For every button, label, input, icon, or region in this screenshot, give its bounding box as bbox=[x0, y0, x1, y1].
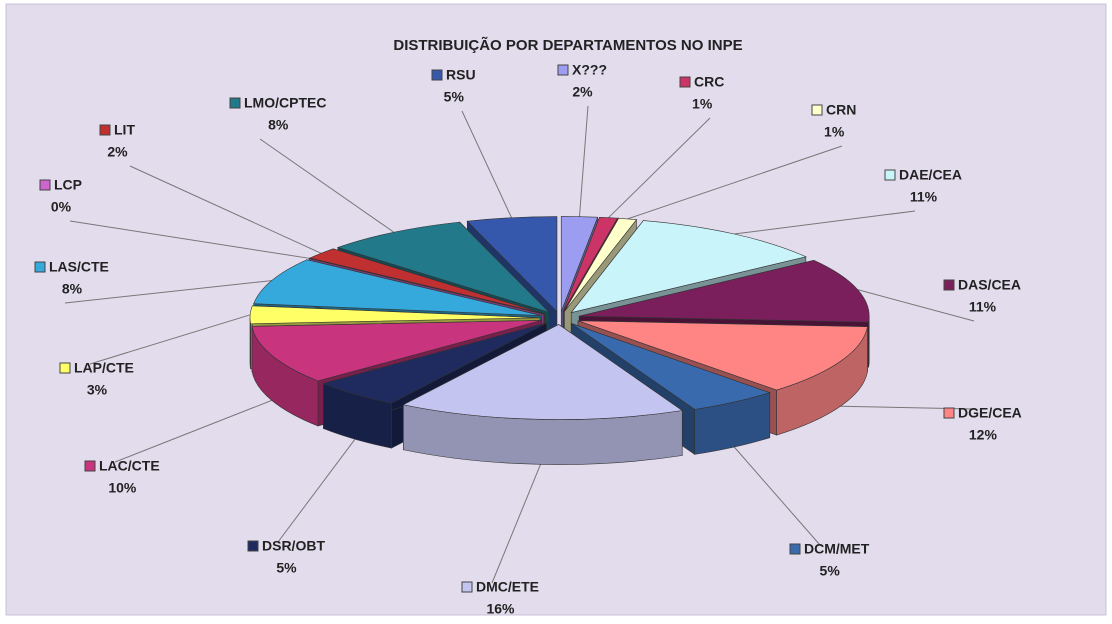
legend-swatch bbox=[679, 76, 691, 88]
slice-label: X??? bbox=[572, 62, 607, 78]
slice-label: LAS/CTE bbox=[49, 259, 109, 275]
value-label: 2% bbox=[107, 144, 128, 160]
slice-label: DCM/MET bbox=[804, 541, 870, 557]
slice-top bbox=[564, 217, 638, 312]
value-label: 1% bbox=[692, 96, 713, 112]
legend-swatch bbox=[84, 460, 96, 472]
leader-line bbox=[491, 464, 541, 584]
legend-swatch bbox=[943, 407, 955, 419]
value-label: 5% bbox=[276, 560, 297, 576]
legend-swatch bbox=[59, 362, 71, 374]
slice-label: LAC/CTE bbox=[99, 458, 160, 474]
value-label: 0% bbox=[51, 199, 72, 215]
value-label: 5% bbox=[444, 89, 465, 105]
slice-top bbox=[249, 305, 541, 325]
slice-top bbox=[336, 221, 550, 313]
slice-label: DAS/CEA bbox=[958, 277, 1021, 293]
slice-top bbox=[253, 259, 542, 316]
value-label: 11% bbox=[910, 189, 938, 205]
leader-line bbox=[461, 110, 512, 218]
legend-swatch bbox=[789, 543, 801, 555]
slice-top bbox=[322, 322, 547, 404]
leader-line bbox=[578, 105, 589, 217]
leader-line bbox=[114, 399, 272, 463]
slice-top bbox=[402, 324, 684, 420]
legend-swatch bbox=[943, 279, 955, 291]
legend-swatch bbox=[884, 169, 896, 181]
legend-swatch bbox=[247, 540, 259, 552]
legend-swatch bbox=[99, 124, 111, 136]
value-label: 5% bbox=[820, 563, 841, 579]
slice-label: LMO/CPTEC bbox=[244, 95, 326, 111]
value-label: 8% bbox=[268, 117, 289, 133]
leader-line bbox=[734, 210, 916, 235]
leader-line bbox=[89, 314, 251, 365]
slice-top bbox=[309, 258, 544, 315]
leader-line bbox=[69, 220, 310, 259]
slice-top bbox=[571, 323, 771, 410]
value-label: 12% bbox=[969, 427, 998, 443]
slice-label: DMC/ETE bbox=[476, 579, 539, 595]
leader-line bbox=[627, 145, 843, 220]
slice-top bbox=[466, 216, 558, 313]
slice-label: LIT bbox=[114, 122, 135, 138]
slice-label: LAP/CTE bbox=[74, 360, 134, 376]
legend-swatch bbox=[229, 97, 241, 109]
leader-line bbox=[259, 138, 395, 233]
value-label: 1% bbox=[824, 124, 845, 140]
leader-line bbox=[608, 117, 711, 219]
slice-label: DSR/OBT bbox=[262, 538, 325, 554]
legend-swatch bbox=[34, 261, 46, 273]
value-label: 11% bbox=[969, 299, 997, 315]
legend-swatch bbox=[461, 581, 473, 593]
slice-side bbox=[249, 317, 251, 369]
slice-top bbox=[577, 320, 868, 391]
slice-side bbox=[868, 316, 870, 368]
legend-swatch bbox=[39, 179, 51, 191]
leader-line bbox=[64, 280, 272, 304]
leader-line bbox=[277, 438, 356, 543]
slice-top bbox=[251, 320, 542, 382]
legend-swatch bbox=[431, 69, 443, 81]
value-label: 3% bbox=[87, 382, 108, 398]
slice-label: DGE/CEA bbox=[958, 405, 1022, 421]
slice-top bbox=[562, 216, 618, 312]
value-label: 2% bbox=[572, 84, 593, 100]
value-label: 16% bbox=[486, 601, 515, 617]
legend-swatch bbox=[557, 64, 569, 76]
slice-label: RSU bbox=[446, 67, 476, 83]
slice-label: DAE/CEA bbox=[899, 167, 962, 183]
leader-line bbox=[733, 446, 821, 546]
leader-line bbox=[857, 289, 975, 322]
slice-label: CRC bbox=[694, 74, 724, 90]
slice-top bbox=[309, 248, 545, 315]
value-label: 10% bbox=[108, 480, 137, 496]
value-label: 8% bbox=[62, 281, 83, 297]
slice-top bbox=[570, 220, 807, 314]
slice-label: LCP bbox=[54, 177, 82, 193]
chart-title: DISTRIBUIÇÃO POR DEPARTAMENTOS NO INPE bbox=[393, 36, 742, 54]
slice-label: CRN bbox=[826, 102, 856, 118]
leader-line bbox=[129, 165, 322, 254]
slice-top bbox=[560, 216, 599, 312]
legend-swatch bbox=[811, 104, 823, 116]
slice-top bbox=[579, 260, 870, 323]
